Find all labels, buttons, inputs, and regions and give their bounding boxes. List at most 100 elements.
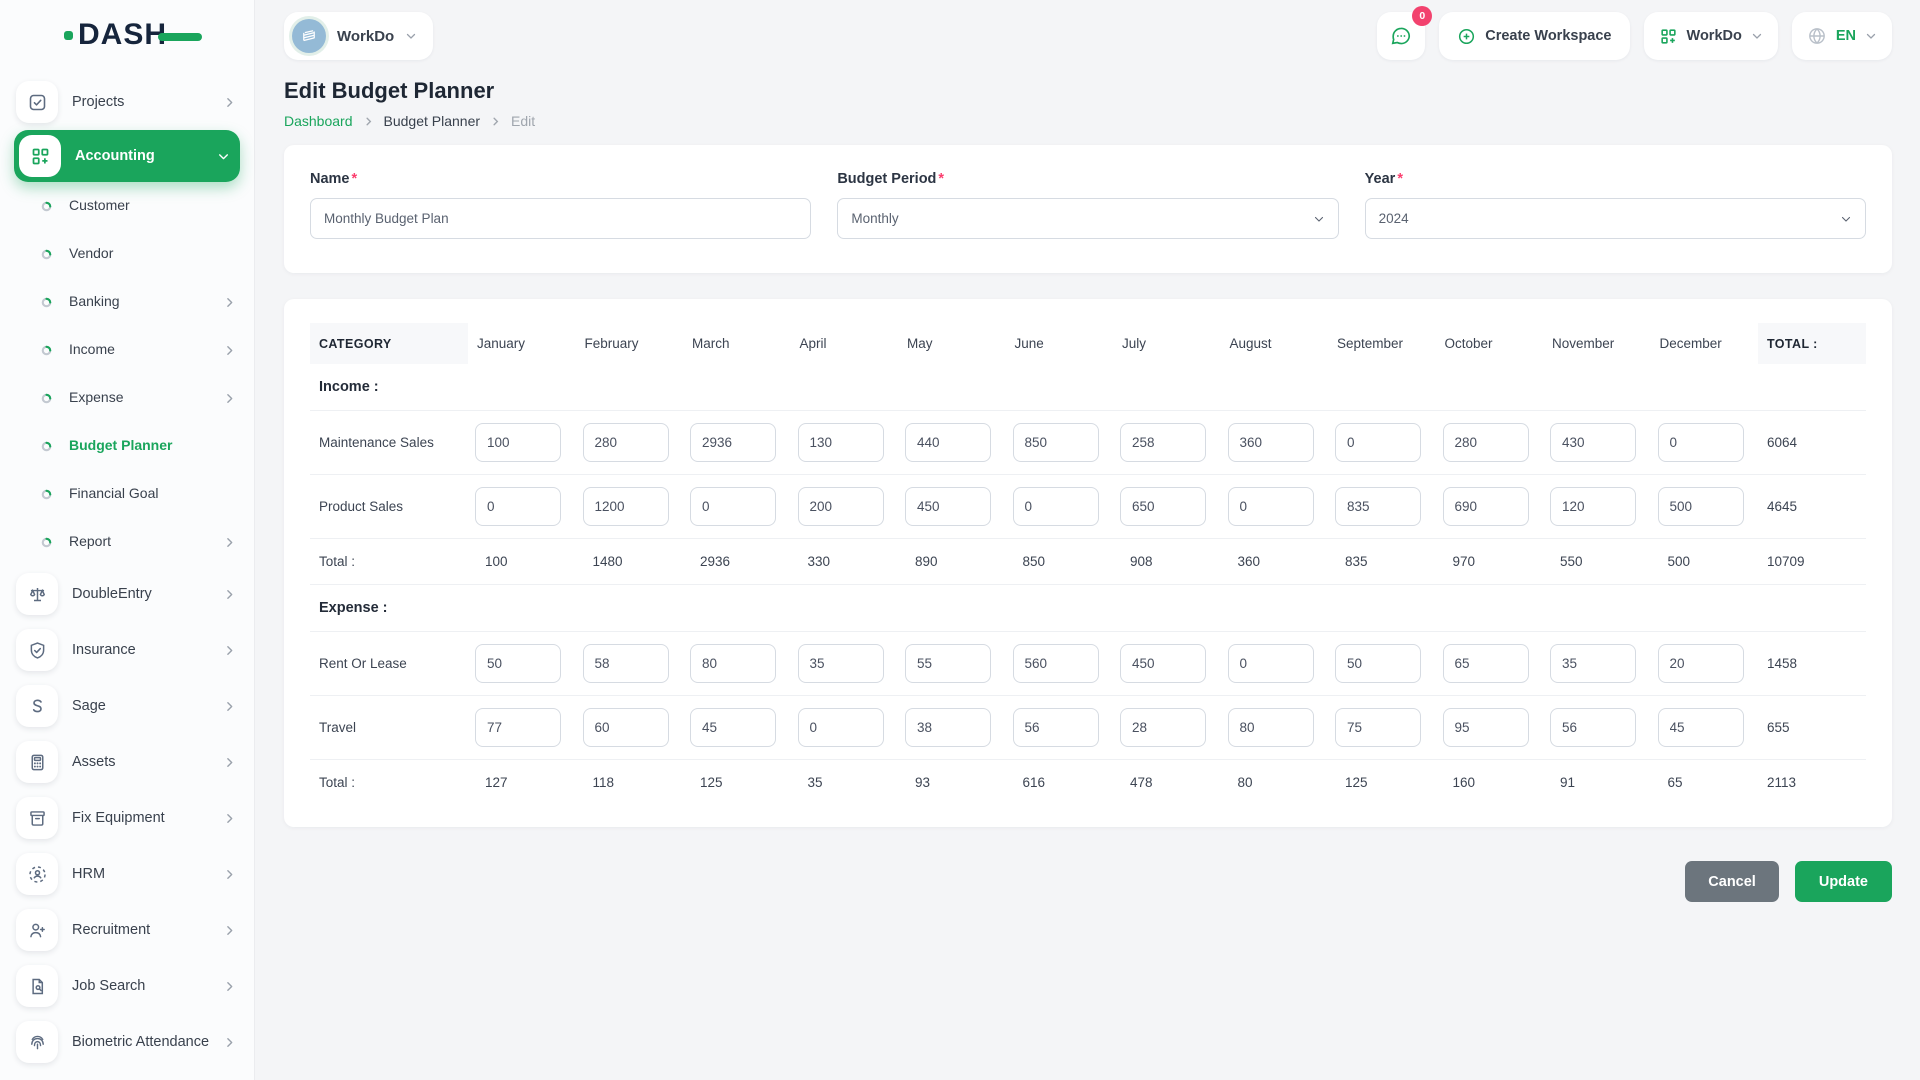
budget-period-select[interactable]: Monthly xyxy=(837,198,1339,239)
chevron-down-icon xyxy=(217,150,230,163)
sidebar-item-label: Recruitment xyxy=(72,921,151,938)
budget-value-input[interactable] xyxy=(1012,708,1099,747)
budget-value-input[interactable] xyxy=(1657,423,1744,462)
language-selector[interactable]: EN xyxy=(1791,12,1892,60)
chevron-down-icon xyxy=(1865,30,1877,42)
budget-value-input[interactable] xyxy=(1227,423,1314,462)
chevron-right-icon xyxy=(223,924,236,937)
messages-button[interactable]: 0 xyxy=(1377,6,1433,60)
workspace-menu-button[interactable]: WorkDo xyxy=(1643,12,1778,60)
budget-value-input[interactable] xyxy=(1657,708,1744,747)
budget-value-input[interactable] xyxy=(582,644,669,683)
budget-value-input[interactable] xyxy=(475,644,562,683)
breadcrumb-budget-planner[interactable]: Budget Planner xyxy=(383,113,481,129)
budget-value-input[interactable] xyxy=(1335,487,1422,526)
budget-value-input[interactable] xyxy=(1227,487,1314,526)
budget-value-input[interactable] xyxy=(1657,644,1744,683)
workspace-selector[interactable]: WorkDo xyxy=(284,12,434,60)
budget-value-input[interactable] xyxy=(1335,423,1422,462)
update-button[interactable]: Update xyxy=(1794,861,1892,902)
sidebar-item-budget-planner[interactable]: Budget Planner xyxy=(0,422,254,470)
file-search-icon xyxy=(16,965,58,1007)
sidebar: DASH Projects Accounting Customer Vendor Ban… xyxy=(0,0,254,1080)
sidebar-item-income[interactable]: Income xyxy=(0,326,254,374)
budget-value-input[interactable] xyxy=(690,487,777,526)
budget-value-input[interactable] xyxy=(582,708,669,747)
sidebar-item-fix-equipment[interactable]: Fix Equipment xyxy=(0,790,254,846)
budget-value-input[interactable] xyxy=(690,644,777,683)
total-value: 160 xyxy=(1452,775,1476,790)
sidebar-item-assets[interactable]: Assets xyxy=(0,734,254,790)
budget-value-input[interactable] xyxy=(1550,644,1637,683)
budget-value-input[interactable] xyxy=(905,423,992,462)
year-label: Year * xyxy=(1364,171,1403,187)
total-value: 478 xyxy=(1130,775,1153,790)
budget-value-input[interactable] xyxy=(582,423,669,462)
sidebar-item-banking[interactable]: Banking xyxy=(0,278,254,326)
sidebar-item-job-search[interactable]: Job Search xyxy=(0,958,254,1014)
budget-value-input[interactable] xyxy=(1012,644,1099,683)
sidebar-item-expense[interactable]: Expense xyxy=(0,374,254,422)
sidebar-item-sage[interactable]: Sage xyxy=(0,678,254,734)
budget-value-input[interactable] xyxy=(905,708,992,747)
sidebar-item-label: Insurance xyxy=(72,641,136,658)
sidebar-item-financial-goal[interactable]: Financial Goal xyxy=(0,470,254,518)
cancel-button[interactable]: Cancel xyxy=(1685,861,1779,902)
sidebar-item-projects[interactable]: Projects xyxy=(0,74,254,130)
budget-value-input[interactable] xyxy=(1442,708,1529,747)
budget-value-input[interactable] xyxy=(1012,423,1099,462)
budget-value-input[interactable] xyxy=(797,708,884,747)
chevron-right-icon xyxy=(223,756,236,769)
chevron-right-icon xyxy=(223,700,236,713)
budget-value-input[interactable] xyxy=(475,423,562,462)
year-select[interactable]: 2024 xyxy=(1364,198,1866,239)
month-header: September xyxy=(1337,336,1404,351)
budget-value-input[interactable] xyxy=(582,487,669,526)
budget-value-input[interactable] xyxy=(1550,708,1637,747)
budget-value-input[interactable] xyxy=(1335,708,1422,747)
sidebar-item-report[interactable]: Report xyxy=(0,518,254,566)
budget-value-input[interactable] xyxy=(1012,487,1099,526)
budget-value-input[interactable] xyxy=(1227,708,1314,747)
budget-value-input[interactable] xyxy=(1120,644,1207,683)
sidebar-item-vendor[interactable]: Vendor xyxy=(0,230,254,278)
sidebar-item-insurance[interactable]: Insurance xyxy=(0,622,254,678)
sidebar-item-doubleentry[interactable]: DoubleEntry xyxy=(0,566,254,622)
month-header: December xyxy=(1659,336,1722,351)
budget-value-input[interactable] xyxy=(1442,423,1529,462)
sidebar-item-customer[interactable]: Customer xyxy=(0,182,254,230)
budget-value-input[interactable] xyxy=(1335,644,1422,683)
budget-value-input[interactable] xyxy=(1120,487,1207,526)
budget-value-input[interactable] xyxy=(1550,423,1637,462)
budget-value-input[interactable] xyxy=(1227,644,1314,683)
bullet-icon xyxy=(40,536,53,549)
budget-value-input[interactable] xyxy=(1550,487,1637,526)
name-input[interactable] xyxy=(310,198,812,239)
budget-value-input[interactable] xyxy=(690,708,777,747)
sidebar-item-hrm[interactable]: HRM xyxy=(0,846,254,902)
name-field-group: Name * xyxy=(310,171,812,239)
breadcrumb-dashboard[interactable]: Dashboard xyxy=(284,113,353,129)
sidebar-item-recruitment[interactable]: Recruitment xyxy=(0,902,254,958)
sidebar-item-biometric-attendance[interactable]: Biometric Attendance xyxy=(0,1014,254,1070)
budget-value-input[interactable] xyxy=(1120,423,1207,462)
create-workspace-button[interactable]: Create Workspace xyxy=(1439,12,1630,60)
chevron-right-icon xyxy=(223,980,236,993)
app-logo[interactable]: DASH xyxy=(64,20,203,50)
budget-value-input[interactable] xyxy=(1657,487,1744,526)
budget-value-input[interactable] xyxy=(905,487,992,526)
budget-value-input[interactable] xyxy=(690,423,777,462)
sidebar-item-accounting[interactable]: Accounting xyxy=(14,130,240,182)
category-header: CATEGORY xyxy=(310,323,468,364)
total-value: 125 xyxy=(700,775,723,790)
budget-value-input[interactable] xyxy=(905,644,992,683)
budget-value-input[interactable] xyxy=(1120,708,1207,747)
budget-value-input[interactable] xyxy=(1442,644,1529,683)
budget-value-input[interactable] xyxy=(1442,487,1529,526)
budget-value-input[interactable] xyxy=(797,423,884,462)
budget-value-input[interactable] xyxy=(475,487,562,526)
budget-value-input[interactable] xyxy=(797,487,884,526)
budget-value-input[interactable] xyxy=(475,708,562,747)
budget-value-input[interactable] xyxy=(797,644,884,683)
month-header: March xyxy=(692,336,730,351)
